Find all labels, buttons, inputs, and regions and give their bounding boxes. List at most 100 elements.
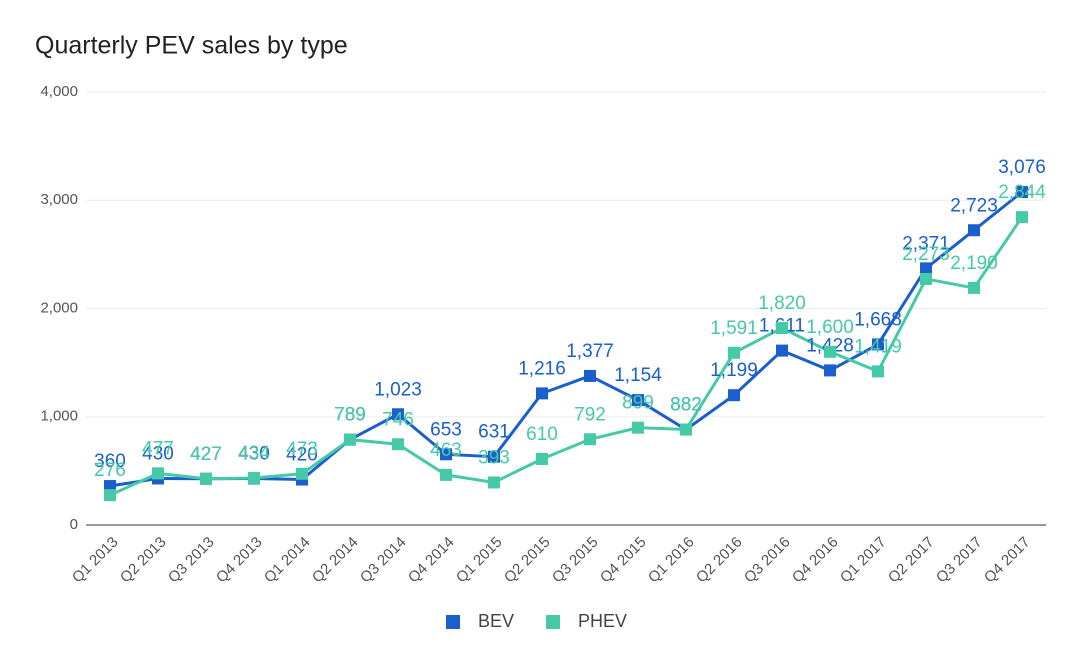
value-label: 2,723 xyxy=(950,195,998,216)
marker xyxy=(776,344,788,357)
marker xyxy=(536,452,548,465)
y-tick-label: 3,000 xyxy=(40,191,78,208)
chart-title: Quarterly PEV sales by type xyxy=(35,32,348,60)
value-label: 1,668 xyxy=(854,309,902,330)
marker xyxy=(872,338,884,351)
marker xyxy=(968,224,980,237)
y-tick-label: 2,000 xyxy=(40,299,78,316)
marker xyxy=(1016,186,1028,199)
marker xyxy=(200,472,212,485)
x-tick-label: Q2 2014 xyxy=(309,534,362,587)
marker xyxy=(104,489,116,502)
x-tick-label: Q3 2015 xyxy=(549,534,602,587)
marker xyxy=(248,472,260,485)
marker xyxy=(152,467,164,480)
value-label: 3,076 xyxy=(998,157,1046,178)
x-tick-label: Q3 2017 xyxy=(933,534,986,587)
marker xyxy=(440,448,452,461)
x-tick-label: Q4 2016 xyxy=(789,534,842,587)
legend-swatch xyxy=(546,615,560,629)
marker xyxy=(920,262,932,275)
value-label: 792 xyxy=(574,404,606,425)
marker xyxy=(728,346,740,359)
x-tick-label: Q4 2014 xyxy=(405,534,458,587)
y-tick-label: 4,000 xyxy=(40,83,78,100)
marker xyxy=(392,438,404,451)
legend-label: BEV xyxy=(478,611,514,631)
value-label: 1,199 xyxy=(710,360,758,381)
value-label: 2,273 xyxy=(902,244,950,265)
line xyxy=(109,216,1024,497)
marker xyxy=(440,468,452,481)
value-label: 420 xyxy=(286,445,318,466)
marker xyxy=(536,387,548,400)
marker xyxy=(104,480,116,493)
value-label: 473 xyxy=(286,439,318,460)
marker xyxy=(344,433,356,446)
value-label: 1,023 xyxy=(374,379,422,400)
marker xyxy=(824,345,836,358)
y-tick-label: 0 xyxy=(70,516,78,533)
value-label: 1,216 xyxy=(518,358,566,379)
value-label: 899 xyxy=(622,393,654,414)
value-label: 653 xyxy=(430,419,462,440)
marker xyxy=(728,389,740,402)
value-label: 430 xyxy=(238,443,270,464)
value-label: 477 xyxy=(142,438,174,459)
marker xyxy=(584,369,596,382)
value-label: 2,844 xyxy=(998,182,1046,203)
marker xyxy=(968,281,980,294)
x-tick-label: Q4 2013 xyxy=(213,534,266,587)
value-label: 1,600 xyxy=(806,317,854,338)
x-tick-label: Q1 2017 xyxy=(837,534,890,587)
x-tick-label: Q3 2013 xyxy=(165,534,218,587)
value-label: 276 xyxy=(94,460,126,481)
value-label: 1,591 xyxy=(710,318,758,339)
marker xyxy=(296,467,308,480)
value-label: 2,190 xyxy=(950,253,998,274)
marker xyxy=(920,272,932,285)
x-tick-label: Q2 2017 xyxy=(885,534,938,587)
x-tick-label: Q1 2016 xyxy=(645,534,698,587)
value-label: 434 xyxy=(238,443,270,464)
x-tick-label: Q4 2017 xyxy=(981,534,1034,587)
value-label: 463 xyxy=(430,440,462,461)
value-label: 427 xyxy=(190,444,222,465)
x-tick-label: Q4 2015 xyxy=(597,534,650,587)
x-tick-label: Q3 2014 xyxy=(357,534,410,587)
x-tick-label: Q1 2013 xyxy=(69,534,122,587)
value-label: 1,377 xyxy=(566,341,614,362)
legend-label: PHEV xyxy=(578,611,627,631)
legend-swatch xyxy=(446,615,460,629)
value-label: 427 xyxy=(190,444,222,465)
value-label: 882 xyxy=(670,395,702,416)
value-label: 360 xyxy=(94,451,126,472)
x-tick-label: Q2 2013 xyxy=(117,534,170,587)
value-label: 631 xyxy=(478,422,510,443)
marker xyxy=(632,421,644,434)
marker xyxy=(680,423,692,436)
y-tick-label: 1,000 xyxy=(40,408,78,425)
value-label: 789 xyxy=(334,405,366,426)
x-tick-label: Q1 2014 xyxy=(261,534,314,587)
marker xyxy=(776,321,788,334)
marker xyxy=(488,450,500,463)
value-label: 610 xyxy=(526,424,558,445)
value-label: 1,419 xyxy=(854,336,902,357)
value-label: 789 xyxy=(334,405,366,426)
marker xyxy=(488,476,500,489)
value-label: 393 xyxy=(478,447,510,468)
value-label: 1,154 xyxy=(614,365,662,386)
value-label: 1,820 xyxy=(758,293,806,314)
marker xyxy=(632,394,644,407)
marker xyxy=(824,364,836,377)
x-tick-label: Q2 2015 xyxy=(501,534,554,587)
x-tick-label: Q2 2016 xyxy=(693,534,746,587)
marker xyxy=(392,408,404,421)
value-label: 746 xyxy=(382,409,414,430)
x-tick-label: Q3 2016 xyxy=(741,534,794,587)
marker xyxy=(1016,211,1028,224)
value-label: 882 xyxy=(670,395,702,416)
marker xyxy=(584,433,596,446)
